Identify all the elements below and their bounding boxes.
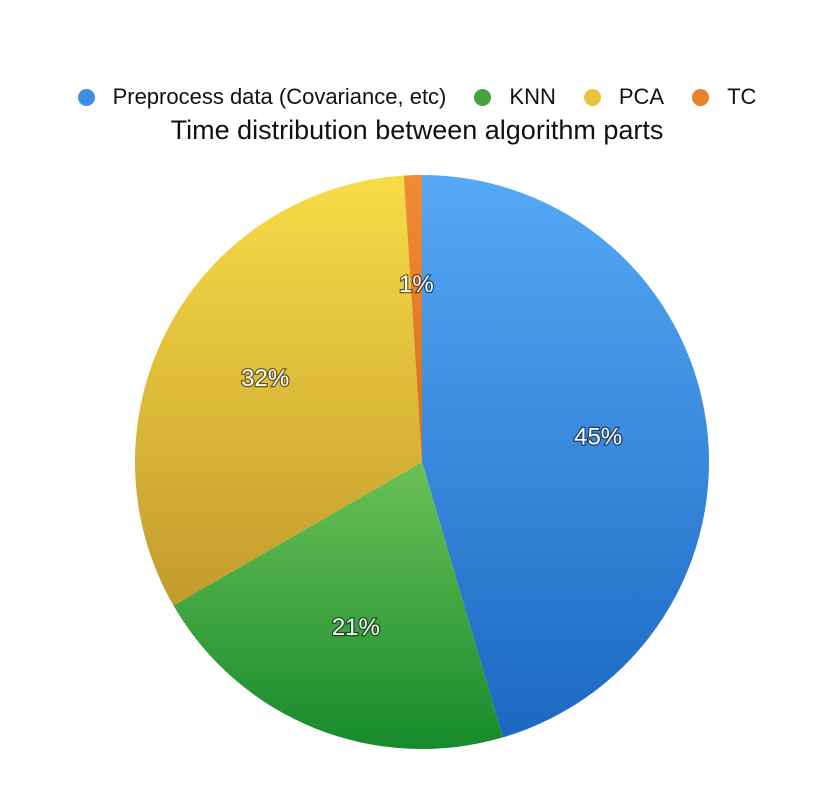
legend-item-preprocess: Preprocess data (Covariance, etc) — [77, 84, 447, 110]
legend-swatch-preprocess — [77, 88, 95, 106]
pie-slice-preprocess — [422, 175, 709, 738]
slice-label-knn: 21% — [332, 614, 380, 641]
pie-slice-pca — [134, 175, 423, 606]
pie-slice-tc — [403, 175, 422, 462]
slice-label-preprocess: 45% — [574, 424, 622, 451]
legend-label-tc: TC — [727, 84, 757, 109]
chart-title: Time distribution between algorithm part… — [170, 115, 664, 145]
pie-slice-knn — [173, 462, 503, 750]
legend-label-knn: KNN — [509, 84, 556, 109]
legend-swatch-tc — [692, 88, 710, 106]
legend-label-preprocess: Preprocess data (Covariance, etc) — [112, 84, 447, 109]
legend-swatch-pca — [583, 88, 601, 106]
legend-item-pca: PCA — [583, 84, 665, 110]
slice-label-pca: 32% — [241, 365, 289, 392]
legend: Preprocess data (Covariance, etc) KNN PC… — [0, 82, 834, 112]
slice-label-tc: 1% — [399, 271, 434, 298]
legend-label-pca: PCA — [618, 84, 665, 109]
legend-swatch-knn — [474, 88, 492, 106]
legend-item-tc: TC — [692, 84, 756, 110]
legend-item-knn: KNN — [474, 84, 556, 110]
